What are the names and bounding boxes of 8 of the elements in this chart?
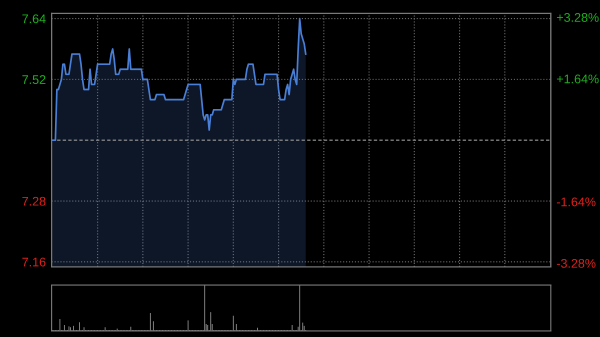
y2-tick-label: -1.64% <box>556 197 596 206</box>
y-tick-label: 7.16 <box>22 258 46 266</box>
y2-tick-label: +3.28% <box>556 13 599 22</box>
y-tick-label: 7.28 <box>22 196 46 206</box>
y-tick-label: 7.64 <box>22 14 46 24</box>
y-tick-label: 7.52 <box>22 75 46 84</box>
y2-tick-label: +1.64% <box>556 74 599 84</box>
y2-tick-label: -3.28% <box>556 258 596 268</box>
